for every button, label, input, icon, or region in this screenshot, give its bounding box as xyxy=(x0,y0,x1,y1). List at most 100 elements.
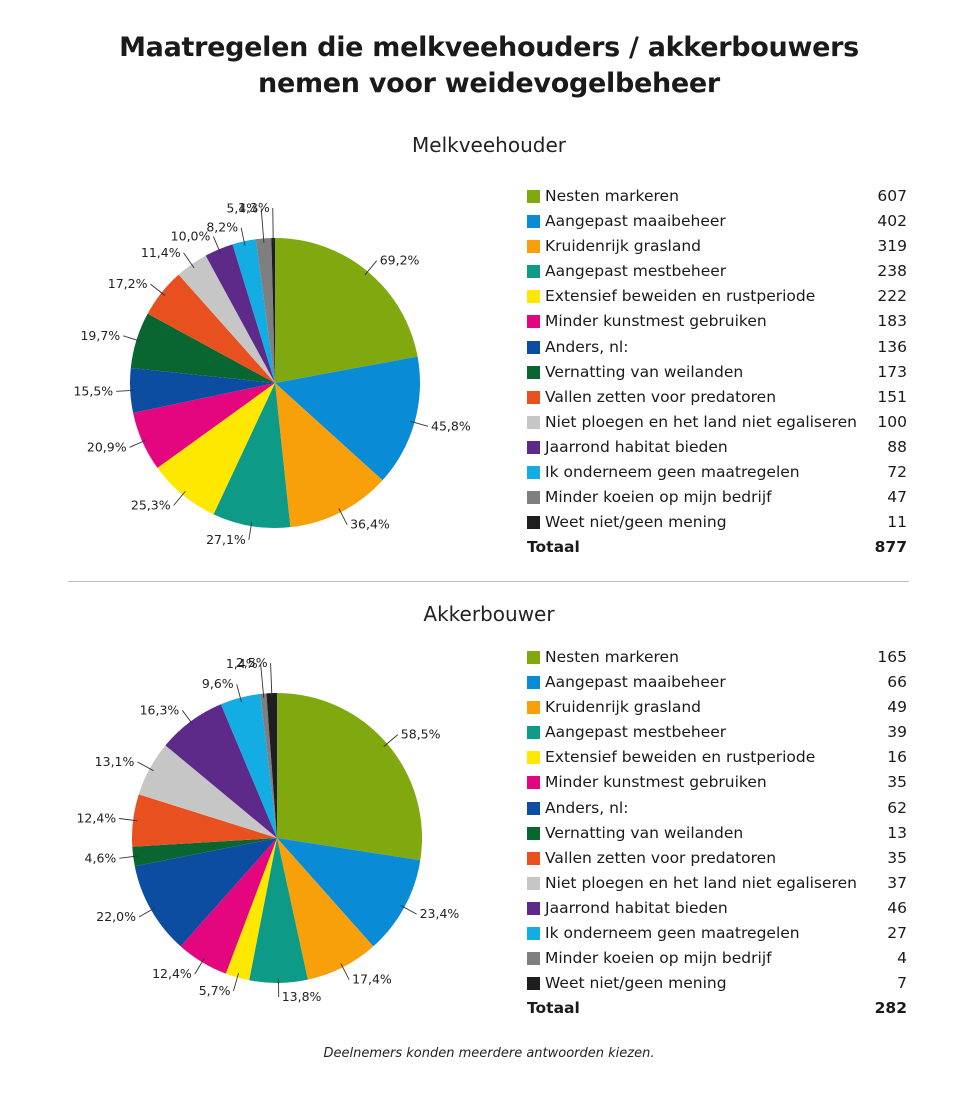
percent-label-anders-nl: 15,5% xyxy=(73,383,113,398)
pie-slice-minder-kunstmest-gebruiken xyxy=(133,383,275,468)
legend-swatch xyxy=(527,651,540,664)
legend-swatch xyxy=(527,390,540,404)
legend-item-extensief-beweiden-en-rustperiode: Extensief beweiden en rustperiode 222 xyxy=(527,284,907,309)
legend-value: 13 xyxy=(887,823,907,842)
percent-label-weet-niet-geen-mening: 1,3% xyxy=(238,200,270,215)
pie-slice-vernatting-van-weilanden xyxy=(130,313,275,383)
leader-line-kruidenrijk-grasland xyxy=(338,508,348,525)
percent-label-minder-kunstmest-gebruiken: 20,9% xyxy=(87,439,127,454)
legend-item-vallen-zetten-voor-predatoren: Vallen zetten voor predatoren 151 xyxy=(527,385,907,410)
leader-line-ik-onderneem-geen-maatregelen xyxy=(240,227,246,246)
legend-swatch xyxy=(527,901,540,915)
legend-label: Minder koeien op mijn bedrijf xyxy=(545,949,772,968)
leader-line-nesten-markeren xyxy=(364,260,378,276)
legend-label: Jaarrond habitat bieden xyxy=(545,437,728,456)
legend-label: Nesten markeren xyxy=(545,648,679,666)
legend-value: 62 xyxy=(887,798,907,817)
legend-label: Minder koeien op mijn bedrijf xyxy=(545,488,772,507)
legend-item-minder-koeien-op-mijn-bedrijf: Minder koeien op mijn bedrijf 4 xyxy=(527,946,907,971)
legend-label: Kruidenrijk grasland xyxy=(545,698,702,717)
legend-swatch xyxy=(527,240,540,254)
legend-label: Niet ploegen en het land niet egaliseren xyxy=(545,412,857,431)
pie-slice-aangepast-maaibeheer xyxy=(275,356,421,481)
pie-title-akkerbouwer: Akkerbouwer xyxy=(423,602,555,626)
legend-value: 238 xyxy=(877,262,907,281)
legend-item-anders-nl: Anders, nl: 62 xyxy=(527,796,907,821)
percent-label-kruidenrijk-grasland: 36,4% xyxy=(350,517,390,532)
legend-swatch xyxy=(527,340,540,354)
legend-item-aangepast-maaibeheer: Aangepast maaibeheer 66 xyxy=(527,670,907,695)
leader-line-aangepast-maaibeheer xyxy=(410,420,429,427)
footnote: Deelnemers konden meerdere antwoorden ki… xyxy=(323,1046,655,1061)
legend-item-nesten-markeren: Nesten markeren 165 xyxy=(527,645,907,670)
leader-line-vallen-zetten-voor-predatoren xyxy=(150,283,166,296)
legend-total-row: Totaal 877 xyxy=(527,535,907,560)
pie-slice-kruidenrijk-grasland xyxy=(275,383,383,528)
legend-value: 46 xyxy=(887,898,907,917)
legend-label: Vallen zetten voor predatoren xyxy=(545,387,777,406)
pie-title-melkveehouder: Melkveehouder xyxy=(412,133,566,157)
legend-label: Jaarrond habitat bieden xyxy=(545,898,728,917)
legend-item-weet-niet-geen-mening: Weet niet/geen mening 7 xyxy=(527,971,907,996)
legend-item-jaarrond-habitat-bieden: Jaarrond habitat bieden 46 xyxy=(527,896,907,921)
legend-swatch xyxy=(527,726,540,740)
legend-swatch xyxy=(527,215,540,229)
legend-swatch xyxy=(527,851,540,865)
legend-value: 35 xyxy=(887,848,907,867)
legend-swatch xyxy=(527,315,540,329)
legend-value: 222 xyxy=(877,287,907,306)
legend-value: 4 xyxy=(897,949,907,968)
legend-swatch xyxy=(527,190,540,203)
legend-value: 151 xyxy=(877,387,907,406)
percent-label-vallen-zetten-voor-predatoren: 17,2% xyxy=(108,276,148,291)
legend-value: 35 xyxy=(887,773,907,792)
legend-swatch xyxy=(527,491,540,505)
chart-title-line-2: nemen voor weidevogelbeheer xyxy=(258,68,720,99)
pie-slice-niet-ploegen-en-het-land-niet-egaliseren xyxy=(178,255,275,383)
legend-label: Vernatting van weilanden xyxy=(545,823,744,842)
legend-label: Minder kunstmest gebruiken xyxy=(545,312,767,331)
section-divider xyxy=(68,581,909,582)
legend-label: Weet niet/geen mening xyxy=(545,974,727,993)
percent-label-minder-koeien-op-mijn-bedrijf: 5,4% xyxy=(226,201,258,216)
legend-value: 39 xyxy=(887,723,907,742)
legend-label: Aangepast mestbeheer xyxy=(545,723,727,742)
legend-item-anders-nl: Anders, nl: 136 xyxy=(527,335,907,360)
legend-value: 11 xyxy=(887,513,907,532)
leader-line-extensief-beweiden-en-rustperiode xyxy=(173,491,186,506)
legend-item-aangepast-mestbeheer: Aangepast mestbeheer 39 xyxy=(527,720,907,745)
legend-item-jaarrond-habitat-bieden: Jaarrond habitat bieden 88 xyxy=(527,435,907,460)
percent-label-extensief-beweiden-en-rustperiode: 25,3% xyxy=(131,498,171,513)
pie-slice-nesten-markeren xyxy=(275,238,418,383)
legend-item-kruidenrijk-grasland: Kruidenrijk grasland 49 xyxy=(527,695,907,720)
legend-label: Aangepast maaibeheer xyxy=(545,673,726,692)
legend-item-minder-kunstmest-gebruiken: Minder kunstmest gebruiken 35 xyxy=(527,770,907,795)
legend-label: Minder kunstmest gebruiken xyxy=(545,773,767,792)
legend-item-vernatting-van-weilanden: Vernatting van weilanden 13 xyxy=(527,821,907,846)
pie-slice-aangepast-mestbeheer xyxy=(213,383,291,528)
legend-swatch xyxy=(527,927,540,941)
legend-swatch xyxy=(527,440,540,454)
legend-item-niet-ploegen-en-het-land-niet-egaliseren: Niet ploegen en het land niet egaliseren… xyxy=(527,871,907,896)
legend-label: Niet ploegen en het land niet egaliseren xyxy=(545,873,857,892)
pie-slice-weet-niet-geen-mening xyxy=(271,238,275,383)
total-value: 877 xyxy=(874,538,907,557)
legend-swatch xyxy=(527,290,540,304)
legend-item-kruidenrijk-grasland: Kruidenrijk grasland 319 xyxy=(527,234,907,259)
legend-item-nesten-markeren: Nesten markeren 607 xyxy=(527,184,907,209)
leader-line-minder-koeien-op-mijn-bedrijf xyxy=(260,208,265,243)
legend-value: 402 xyxy=(877,212,907,231)
legend-value: 27 xyxy=(887,924,907,943)
legend-label: Extensief beweiden en rustperiode xyxy=(545,287,816,306)
legend-item-weet-niet-geen-mening: Weet niet/geen mening 11 xyxy=(527,510,907,535)
legend-swatch xyxy=(527,977,540,991)
legend-item-ik-onderneem-geen-maatregelen: Ik onderneem geen maatregelen 72 xyxy=(527,460,907,485)
pie-slice-anders-nl xyxy=(129,368,275,413)
legend-value: 100 xyxy=(877,412,907,431)
legend-value: 16 xyxy=(887,748,907,767)
pie-slice-minder-koeien-op-mijn-bedrijf xyxy=(255,238,275,383)
legend-item-ik-onderneem-geen-maatregelen: Ik onderneem geen maatregelen 27 xyxy=(527,921,907,946)
legend-label: Weet niet/geen mening xyxy=(545,513,727,532)
legend-swatch xyxy=(527,466,540,480)
pie-slice-jaarrond-habitat-bieden xyxy=(205,244,275,383)
